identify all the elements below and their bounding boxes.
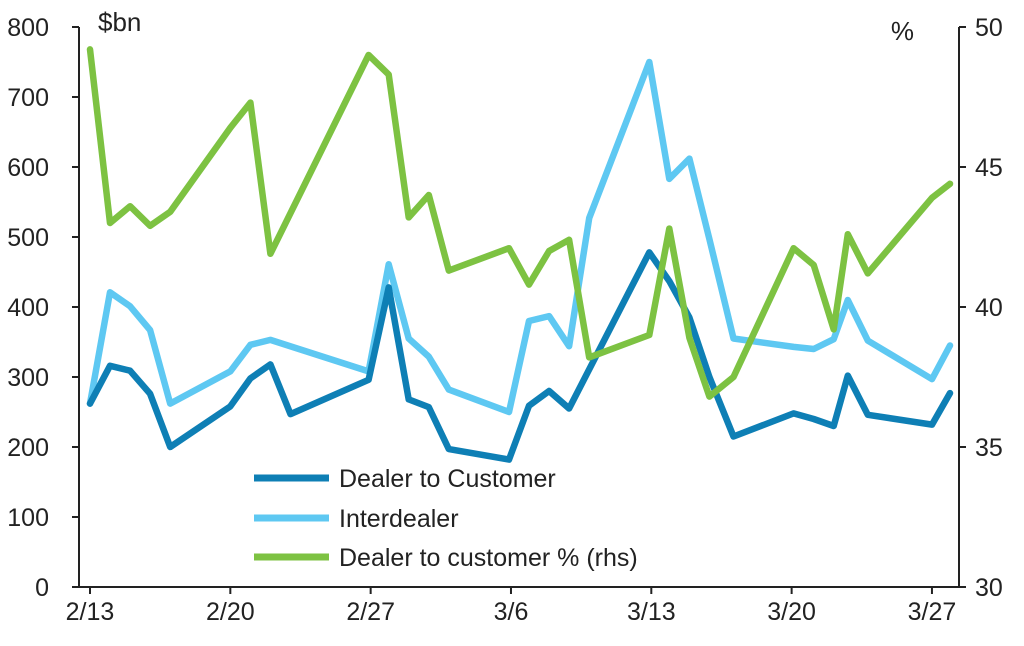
legend-label-2: Dealer to customer % (rhs) xyxy=(339,544,638,572)
legend-label-0: Dealer to Customer xyxy=(339,465,556,493)
right-tick-label: 30 xyxy=(975,574,1003,602)
left-tick-label: 100 xyxy=(7,504,49,532)
right-tick-label: 50 xyxy=(975,14,1003,42)
left-tick-label: 600 xyxy=(7,154,49,182)
x-axis-ticks: 2/13 2/20 2/27 3/6 3/13 3/20 3/27 xyxy=(66,587,957,626)
right-axis-ticks: 30 35 40 45 50 xyxy=(959,14,1003,602)
left-tick-label: 400 xyxy=(7,294,49,322)
left-axis-ticks: 0 100 200 300 400 500 600 700 800 xyxy=(7,14,79,602)
left-tick-label: 700 xyxy=(7,84,49,112)
left-axis-unit: $bn xyxy=(98,7,141,37)
x-tick-label: 2/13 xyxy=(66,598,115,626)
series-layer xyxy=(86,46,954,463)
right-axis: 30 35 40 45 50 % xyxy=(891,14,1003,602)
series-line-2 xyxy=(86,46,954,400)
x-tick-label: 3/20 xyxy=(767,598,816,626)
legend-label-1: Interdealer xyxy=(339,505,459,533)
left-axis: 0 100 200 300 400 500 600 700 800 $bn xyxy=(7,7,141,602)
left-tick-label: 800 xyxy=(7,14,49,42)
x-tick-label: 3/6 xyxy=(494,598,529,626)
x-tick-label: 3/13 xyxy=(627,598,676,626)
x-axis: 2/13 2/20 2/27 3/6 3/13 3/20 3/27 xyxy=(66,586,959,626)
left-tick-label: 0 xyxy=(35,574,49,602)
right-tick-label: 35 xyxy=(975,434,1003,462)
series-line-1 xyxy=(86,58,954,416)
left-tick-label: 300 xyxy=(7,364,49,392)
x-tick-label: 2/20 xyxy=(206,598,255,626)
right-axis-unit: % xyxy=(891,16,914,46)
x-tick-label: 2/27 xyxy=(346,598,395,626)
left-tick-label: 500 xyxy=(7,224,49,252)
series-line-0 xyxy=(86,249,954,463)
right-tick-label: 40 xyxy=(975,294,1003,322)
legend: Dealer to Customer Interdealer Dealer to c… xyxy=(254,465,638,572)
left-tick-label: 200 xyxy=(7,434,49,462)
right-tick-label: 45 xyxy=(975,154,1003,182)
x-tick-label: 3/27 xyxy=(908,598,957,626)
